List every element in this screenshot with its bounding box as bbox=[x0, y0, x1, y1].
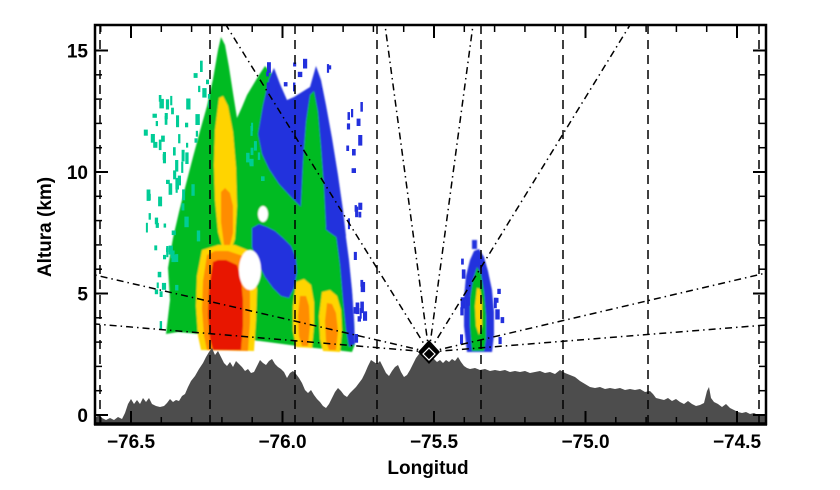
x-tick-label: −76.5 bbox=[107, 432, 156, 453]
echo-free-hole bbox=[239, 250, 261, 290]
cell1-orange-col3 bbox=[325, 303, 338, 350]
y-tick-label: 15 bbox=[67, 42, 89, 63]
y-tick-label: 10 bbox=[67, 163, 88, 184]
x-axis-title: Longitud bbox=[387, 458, 469, 479]
x-tick-label: −75.5 bbox=[410, 432, 459, 453]
beam-line bbox=[428, 24, 631, 353]
cell2-blue-dot bbox=[472, 240, 477, 249]
terrain-silhouette bbox=[95, 348, 766, 424]
radar-marker bbox=[418, 340, 440, 364]
tick-labels: −76.5 −76.0 −75.5 −75.0 −74.5 0 5 10 15 bbox=[67, 42, 762, 454]
x-tick-label: −74.5 bbox=[713, 432, 762, 453]
cell1-orange-col2 bbox=[298, 296, 310, 346]
cell1-green-spike bbox=[300, 91, 326, 251]
cell1-blue-mid-patch bbox=[252, 224, 297, 298]
radar-beams bbox=[94, 24, 767, 353]
storm-cells bbox=[166, 37, 494, 352]
terrain-polygon bbox=[95, 348, 766, 424]
y-tick-label: 5 bbox=[77, 285, 88, 306]
storm-speckles bbox=[143, 58, 505, 345]
range-gridlines bbox=[99, 25, 760, 424]
x-tick-label: −76.0 bbox=[258, 432, 306, 453]
y-tick-label: 0 bbox=[77, 406, 88, 427]
beam-line bbox=[384, 24, 430, 353]
cell1-red-core bbox=[208, 260, 243, 350]
beam-line bbox=[94, 274, 430, 353]
y-axis-title: Altura (km) bbox=[35, 176, 56, 278]
echo-free-hole bbox=[258, 206, 268, 222]
radar-diamond-inner bbox=[422, 347, 436, 361]
cell1-orange-upper-core bbox=[221, 188, 233, 249]
beam-line bbox=[428, 24, 474, 353]
plot-frame bbox=[93, 23, 768, 426]
axis-ticks bbox=[95, 25, 766, 424]
beam-line bbox=[428, 324, 767, 353]
radar-diamond-icon bbox=[418, 340, 440, 364]
cell1-blue-right-strip bbox=[333, 202, 355, 347]
x-tick-label: −75.0 bbox=[561, 432, 609, 453]
beam-line bbox=[94, 323, 430, 353]
